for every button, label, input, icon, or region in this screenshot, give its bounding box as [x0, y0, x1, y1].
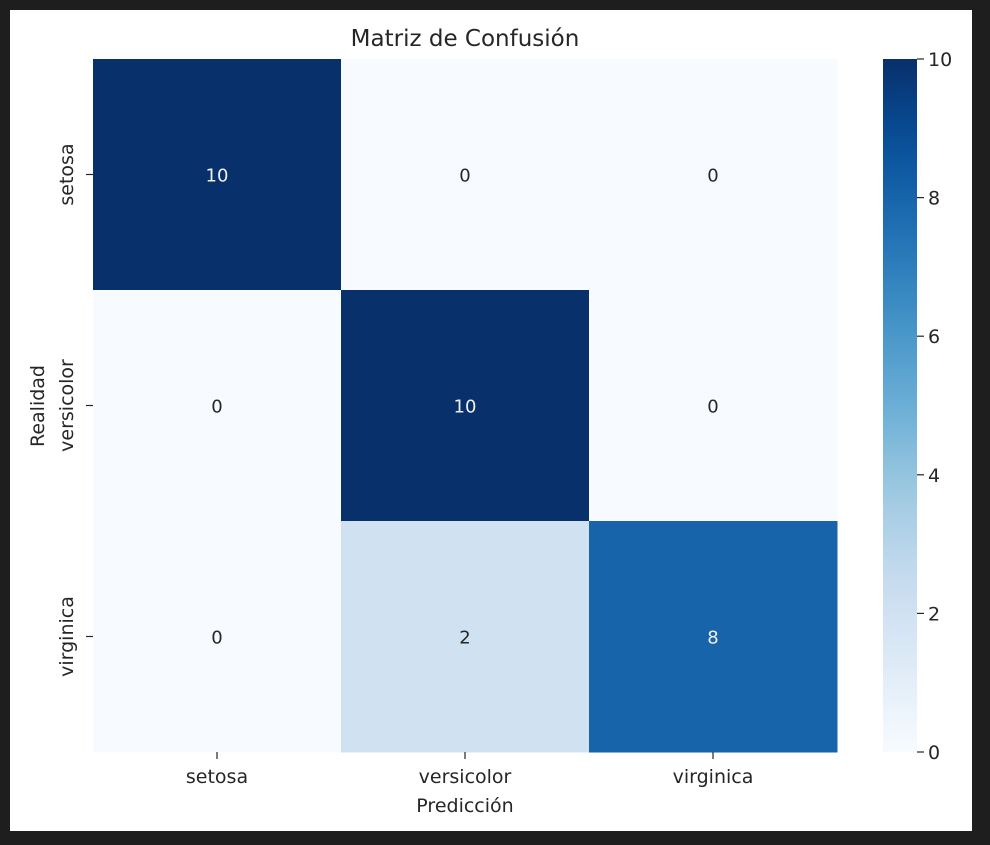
colorbar-tick-label: 2 — [928, 603, 940, 625]
cell-value-label: 10 — [454, 397, 477, 418]
cell-value-label: 2 — [459, 628, 470, 649]
colorbar-tick-label: 0 — [928, 742, 940, 764]
y-axis: setosa versicolor virginica — [56, 143, 93, 677]
y-tick-label: virginica — [56, 596, 78, 677]
colorbar-tick-label: 4 — [928, 465, 940, 487]
y-tick-label: setosa — [56, 143, 78, 205]
chart-title: Matriz de Confusión — [351, 26, 580, 52]
colorbar-gradient — [883, 59, 917, 752]
cell-value-label: 0 — [459, 166, 470, 187]
y-axis-label: Realidad — [27, 365, 49, 447]
colorbar-tick-label: 8 — [928, 188, 940, 210]
heatmap-cell — [341, 290, 590, 522]
heatmap-cell — [589, 521, 838, 753]
heatmap-cell — [589, 290, 838, 522]
colorbar-tick-label: 10 — [928, 49, 952, 71]
heatmap-cell — [93, 59, 342, 291]
x-axis: setosa versicolor virginica — [186, 752, 753, 788]
colorbar-tick-label: 6 — [928, 326, 940, 348]
x-axis-label: Predicción — [416, 795, 513, 817]
x-tick-label: versicolor — [419, 766, 512, 788]
cell-value-label: 0 — [707, 397, 718, 418]
x-tick-label: setosa — [186, 766, 248, 788]
cell-value-label: 0 — [707, 166, 718, 187]
heatmap-cell — [341, 59, 590, 291]
heatmap: 10 0 0 0 10 0 0 2 8 — [93, 59, 838, 753]
heatmap-cell — [93, 521, 342, 753]
heatmap-cell — [93, 290, 342, 522]
cell-value-label: 10 — [206, 166, 229, 187]
cell-value-label: 0 — [211, 628, 222, 649]
heatmap-cell — [589, 59, 838, 291]
colorbar: 0 2 4 6 8 10 — [883, 49, 952, 764]
cell-value-label: 0 — [211, 397, 222, 418]
cell-value-label: 8 — [707, 628, 718, 649]
heatmap-cell — [341, 521, 590, 753]
y-tick-label: versicolor — [56, 359, 78, 452]
x-tick-label: virginica — [673, 766, 754, 788]
